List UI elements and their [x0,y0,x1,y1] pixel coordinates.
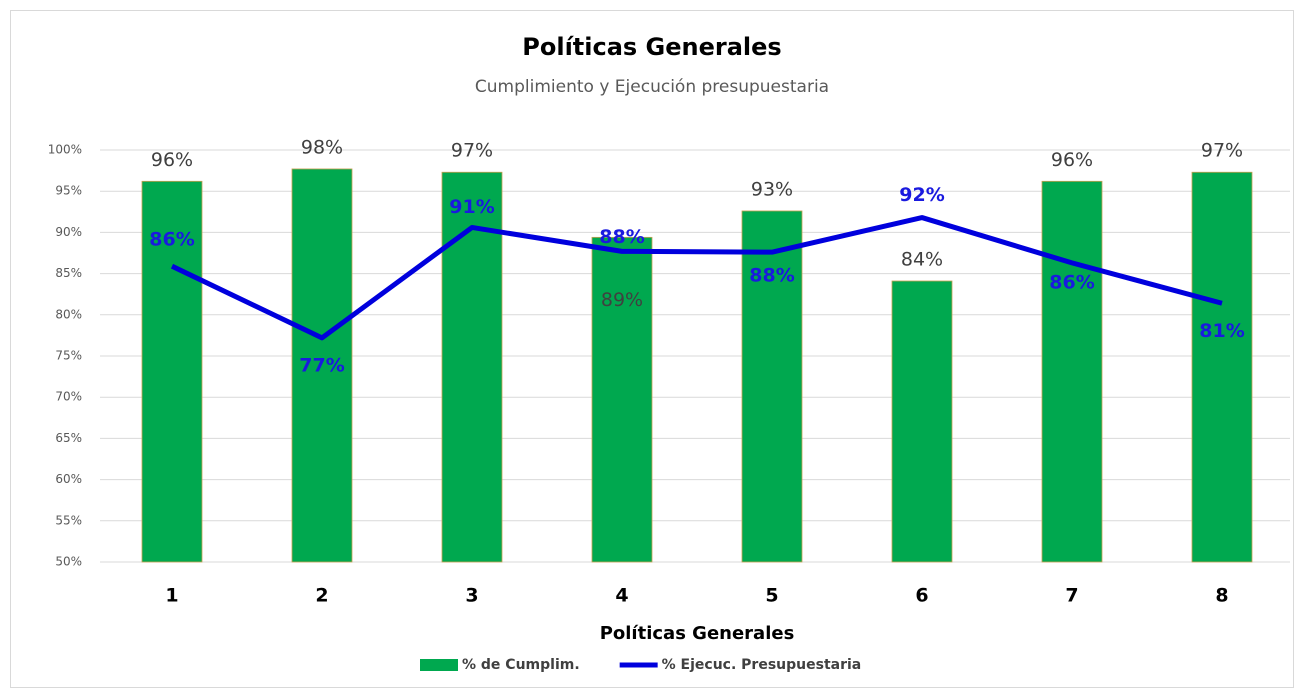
y-tick-label: 50% [55,555,82,569]
line-value-label: 92% [899,184,944,206]
x-tick-label: 8 [1215,585,1228,607]
y-tick-label: 60% [55,472,82,486]
x-tick-label: 4 [615,585,628,607]
line-value-label: 91% [449,196,494,218]
line-value-label: 86% [149,229,194,251]
y-tick-label: 100% [48,143,82,157]
x-axis-title: Políticas Generales [600,623,795,644]
x-tick-label: 7 [1065,585,1078,607]
x-tick-label: 1 [165,585,178,607]
bar-value-label: 98% [301,136,343,158]
x-tick-label: 3 [465,585,478,607]
y-tick-label: 65% [55,431,82,445]
bar [441,171,503,563]
legend-label: % Ejecuc. Presupuestaria [662,657,862,673]
legend-swatch [420,659,458,671]
bar [741,210,803,563]
y-tick-label: 80% [55,307,82,321]
x-tick-label: 2 [315,585,328,607]
bar-value-label: 97% [1201,140,1243,162]
bar-value-label: 89% [601,289,643,311]
bar [891,280,953,563]
chart-subtitle: Cumplimiento y Ejecución presupuestaria [475,77,829,97]
line [170,215,1223,341]
bar [591,236,653,563]
bar-value-label: 93% [751,178,793,200]
y-tick-label: 75% [55,349,82,363]
bar-value-label: 97% [451,140,493,162]
bar [141,180,203,563]
bar [291,168,353,563]
chart-title: Políticas Generales [522,33,781,61]
y-tick-label: 85% [55,266,82,280]
line-value-label: 88% [599,226,644,248]
bar [1191,171,1253,563]
y-tick-label: 70% [55,390,82,404]
bar-value-label: 84% [901,249,943,271]
bar [1041,180,1103,563]
line-value-label: 86% [1049,271,1094,293]
x-tick-label: 5 [765,585,778,607]
legend-label: % de Cumplim. [462,657,580,673]
y-tick-label: 55% [55,513,82,527]
y-tick-label: 95% [55,184,82,198]
x-tick-label: 6 [915,585,928,607]
bar-value-label: 96% [1051,149,1093,171]
line-value-label: 77% [299,354,344,376]
bar-value-label: 96% [151,149,193,171]
line-value-label: 81% [1199,320,1244,342]
line-value-label: 88% [749,265,794,287]
y-tick-label: 90% [55,225,82,239]
